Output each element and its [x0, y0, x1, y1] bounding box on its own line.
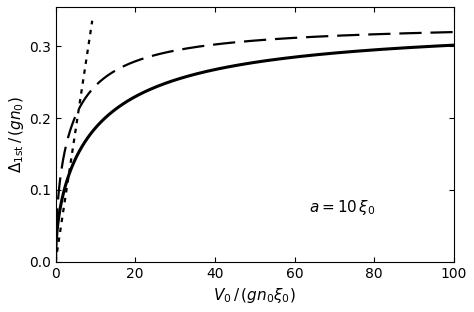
- X-axis label: $V_0\,/\,(gn_0\xi_0)$: $V_0\,/\,(gn_0\xi_0)$: [213, 286, 296, 305]
- Y-axis label: $\Delta_{\mathrm{1st}}\,/\,(gn_0)$: $\Delta_{\mathrm{1st}}\,/\,(gn_0)$: [7, 96, 26, 173]
- Text: $a =10\,\xi_0$: $a =10\,\xi_0$: [309, 198, 375, 217]
